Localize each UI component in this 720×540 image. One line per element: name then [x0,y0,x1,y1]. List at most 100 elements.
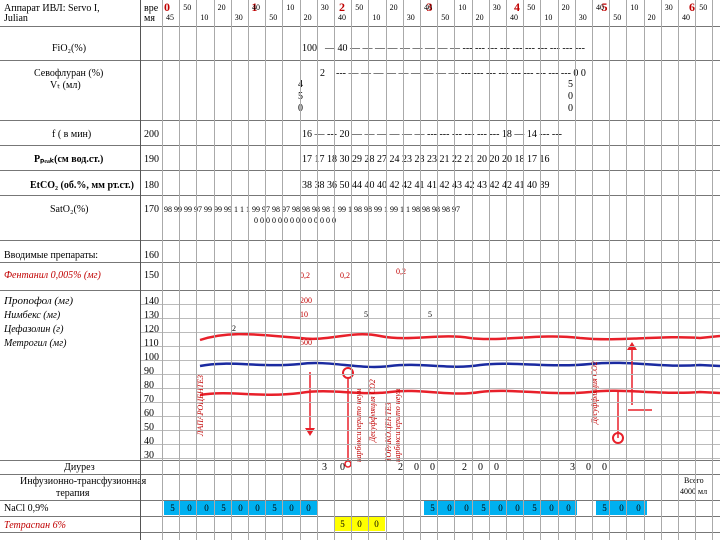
grid-hline-minor [140,416,720,417]
sato2-sub-values: 0 0 0 0 0 0 0 0 0 0 0 0 0 0 [254,216,336,225]
minute-mark: 50 [441,13,450,22]
cefazolin-dose: 2 [232,324,236,333]
scale-value: 80 [144,380,154,391]
grid-vline-time [575,0,576,540]
hour-label: 6 [689,0,695,14]
grid-vline-time [558,0,559,540]
diuresis-value: 3 [322,462,327,473]
drugs-header: Вводимые препараты: [4,250,99,261]
nacl-label: NaCl 0,9% [4,503,49,514]
minute-mark: 20 [217,3,226,12]
grid-vline-time [403,0,404,540]
grid-hline [0,170,720,171]
vt-label: Vₜ (мл) [50,80,81,91]
diuresis-value: 2 [398,462,403,473]
fio2-scale: 100 [302,43,317,54]
nacl-cell: 0 [181,501,198,515]
minute-mark: 10 [630,3,639,12]
infusion-label-1: Инфузионно-трансфузионная [20,476,147,487]
grid-vline-time [214,0,215,540]
grid-vline-time [540,0,541,540]
scale-value: 60 [144,408,154,419]
diuresis-value: 0 [430,462,435,473]
grid-vline-time [592,0,593,540]
hour-label: 3 [426,0,433,14]
grid-hline [0,240,720,241]
nacl-cell: 5 [164,501,181,515]
cefazolin-label: Цефазолин (г) [4,324,64,335]
minute-mark: 30 [320,3,329,12]
ppeak-scale: 190 [144,154,159,165]
grid-hline-minor [140,458,720,459]
grid-vline-time [248,0,249,540]
grid-vline-time [489,0,490,540]
infusion-total-1: Всего [684,476,704,485]
grid-vline-time [368,0,369,540]
grid-hline [0,532,720,533]
scale-value: 30 [144,450,154,461]
grid-vline-time [265,0,266,540]
nacl-cell: 5 [424,501,441,515]
sevo-label: Севофлуран (%) [34,68,104,79]
grid-hline-minor [140,402,720,403]
scale-value: 90 [144,366,154,377]
grid-hline-minor [140,430,720,431]
annotation-carboxy: карбоксиперито неум [354,388,363,462]
nacl-cell: 0 [249,501,266,515]
grid-vline-time [300,0,301,540]
grid-vline-time [609,0,610,540]
diuresis-value: 0 [340,462,345,473]
nacl-cell: 0 [283,501,300,515]
minute-mark: 20 [475,13,484,22]
grid-vline-time [334,0,335,540]
heart-rate-curve [199,361,720,369]
nacl-cell: 5 [475,501,492,515]
nacl-cell: 5 [526,501,543,515]
scale-value: 70 [144,394,154,405]
minute-mark: 40 [424,3,432,12]
grid-vline-time [506,0,507,540]
grid-hline-minor [140,332,720,333]
minute-mark: 10 [372,13,381,22]
tetraspan-cell: 0 [368,517,385,531]
grid-vline-time [661,0,662,540]
drugs-scale: 160 [144,250,159,261]
minute-mark: 50 [699,3,708,12]
nacl-cell: 0 [458,501,475,515]
diuresis-value: 3 [570,462,575,473]
minute-mark: 10 [458,3,467,12]
nacl-cell: 0 [630,501,647,515]
grid-hline [0,500,720,501]
fentanyl-scale: 150 [144,270,159,281]
etco2-scale: 180 [144,180,159,191]
grid-hline [0,262,720,263]
tetraspan-cell: 5 [334,517,351,531]
hour-label: 4 [514,0,520,14]
bp-systolic-curve [199,332,720,342]
vt-value-b: 0 [568,91,573,102]
hour-label: 1 [251,0,258,14]
grid-vline-time [282,0,283,540]
minute-mark: 20 [389,3,398,12]
etco2-values: 38 38 36 50 44 40 40 42 42 41 41 42 43 4… [302,180,550,191]
minute-mark: 10 [200,13,209,22]
grid-hline [0,195,720,196]
grid-hline [0,474,720,475]
freq-scale: 200 [144,129,159,140]
nacl-cell: 0 [543,501,560,515]
nacl-cell: 0 [198,501,215,515]
hour-label: 5 [601,0,608,14]
grid-vline-time [231,0,232,540]
grid-vline-time [437,0,438,540]
nacl-cell: 0 [441,501,458,515]
minute-mark: 30 [664,3,673,12]
minute-mark: 10 [544,13,553,22]
tetraspan-label: Тетраспан 6% [4,520,66,531]
nacl-cell: 0 [613,501,630,515]
vt-value-c: 0 [568,103,573,114]
minute-mark: 20 [561,3,570,12]
annotation-laparocentesis: ЛАПАРОЦЕНТЕЗ [196,375,205,436]
grid-vline-time [454,0,455,540]
bp-diastolic-curve [199,389,720,397]
diuresis-label: Диурез [64,462,95,473]
